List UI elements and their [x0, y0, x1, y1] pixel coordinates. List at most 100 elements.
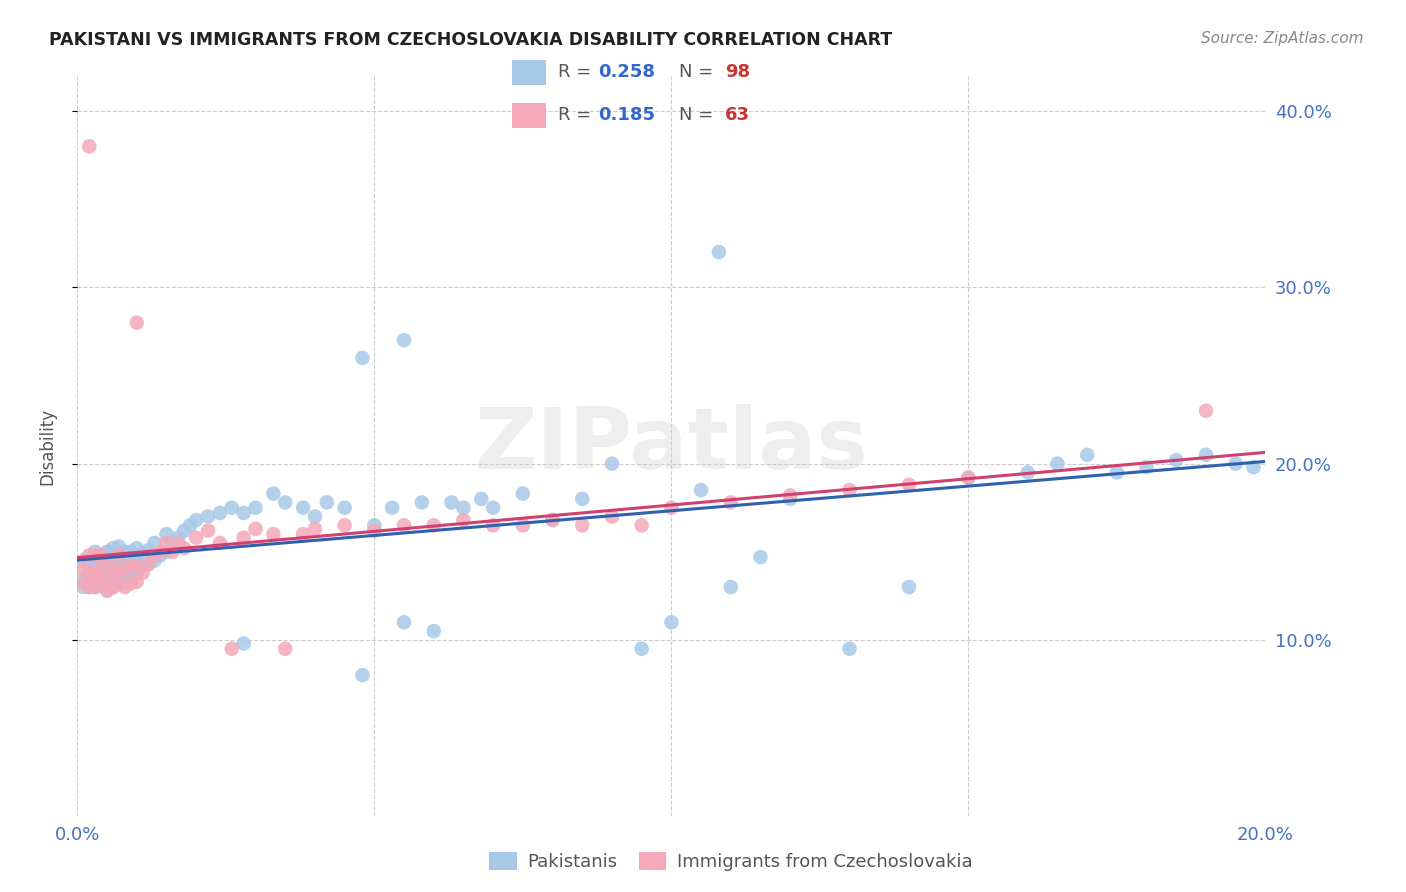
Text: 0.185: 0.185 [598, 106, 655, 124]
Point [125, 316, 148, 330]
Point [363, 524, 385, 538]
Text: N =: N = [679, 63, 718, 81]
Point [108, 540, 131, 554]
Point [315, 495, 337, 509]
Point [101, 541, 124, 556]
Legend: Pakistanis, Immigrants from Czechoslovakia: Pakistanis, Immigrants from Czechoslovak… [482, 845, 980, 879]
Point [155, 545, 177, 559]
Point [77, 571, 100, 585]
Point [245, 500, 267, 515]
Point [707, 245, 730, 260]
Point [292, 527, 315, 541]
Point [72, 571, 94, 585]
Point [630, 641, 652, 656]
Point [661, 615, 683, 630]
Point [101, 566, 124, 580]
Point [101, 580, 124, 594]
Point [77, 549, 100, 563]
Point [333, 500, 356, 515]
Point [77, 562, 100, 576]
Point [162, 545, 184, 559]
Point [77, 566, 100, 580]
Point [138, 557, 160, 571]
Point [392, 518, 415, 533]
Point [155, 527, 177, 541]
Point [120, 558, 142, 573]
Point [779, 488, 801, 502]
Point [90, 574, 112, 589]
Point [838, 483, 860, 497]
Point [661, 500, 683, 515]
Point [77, 580, 100, 594]
Point [125, 553, 148, 567]
Point [453, 513, 475, 527]
Point [167, 531, 190, 545]
Point [352, 351, 374, 365]
Point [720, 580, 742, 594]
Point [96, 545, 118, 559]
Point [114, 571, 136, 585]
Point [90, 562, 112, 576]
Point [96, 583, 118, 598]
Point [108, 564, 131, 578]
Point [208, 506, 231, 520]
Point [125, 558, 148, 573]
Point [84, 545, 107, 559]
Point [232, 636, 254, 650]
Point [600, 509, 623, 524]
Text: 98: 98 [725, 63, 749, 81]
Point [245, 522, 267, 536]
Point [96, 553, 118, 567]
Point [208, 536, 231, 550]
Point [131, 558, 153, 573]
Point [600, 457, 623, 471]
Point [84, 574, 107, 589]
Point [221, 641, 243, 656]
Point [957, 471, 980, 485]
Point [221, 500, 243, 515]
Point [304, 522, 326, 536]
Point [77, 139, 100, 153]
Point [149, 545, 172, 559]
Point [274, 641, 297, 656]
Point [1017, 466, 1039, 480]
Point [96, 558, 118, 573]
Point [411, 495, 433, 509]
Point [101, 562, 124, 576]
Point [352, 668, 374, 682]
Point [541, 513, 564, 527]
Text: 63: 63 [725, 106, 749, 124]
Point [101, 553, 124, 567]
FancyBboxPatch shape [512, 103, 546, 128]
Point [304, 509, 326, 524]
Point [470, 491, 492, 506]
Point [143, 549, 166, 563]
Point [72, 553, 94, 567]
Point [114, 580, 136, 594]
Point [131, 566, 153, 580]
Point [143, 536, 166, 550]
Point [90, 576, 112, 591]
Point [440, 495, 463, 509]
Point [149, 549, 172, 563]
Point [363, 518, 385, 533]
Point [749, 549, 772, 565]
Point [120, 545, 142, 559]
Point [125, 574, 148, 589]
Point [96, 569, 118, 583]
Text: Source: ZipAtlas.com: Source: ZipAtlas.com [1201, 31, 1364, 46]
Point [720, 495, 742, 509]
Point [120, 576, 142, 591]
Point [779, 491, 801, 506]
Point [90, 571, 112, 585]
Point [1243, 460, 1265, 475]
Point [125, 566, 148, 580]
Text: N =: N = [679, 106, 718, 124]
Point [690, 483, 713, 497]
FancyBboxPatch shape [512, 60, 546, 85]
Point [120, 569, 142, 583]
Point [114, 558, 136, 573]
Point [84, 549, 107, 563]
Point [838, 641, 860, 656]
Point [96, 569, 118, 583]
